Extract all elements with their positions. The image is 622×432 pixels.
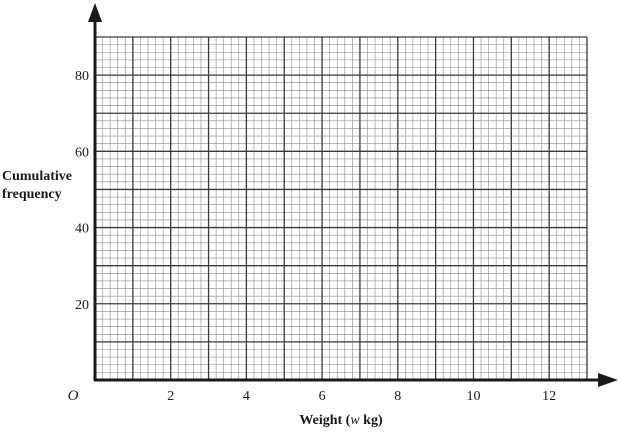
y-axis-title-line-1: Cumulative (2, 169, 72, 184)
y-tick-label: 60 (75, 145, 89, 160)
x-axis-title: Weight (w kg) (299, 413, 383, 428)
y-tick-label: 20 (75, 298, 89, 313)
y-tick-label: 40 (75, 222, 89, 237)
y-tick-label: 80 (75, 69, 89, 84)
x-tick-label: 4 (243, 389, 250, 404)
origin-label: O (68, 388, 79, 404)
y-axis-title-line-2: frequency (2, 187, 62, 202)
y-axis-arrow (88, 3, 102, 22)
x-tick-label: 6 (319, 389, 326, 404)
x-tick-label: 10 (466, 389, 480, 404)
x-axis-title-variable: w (350, 413, 360, 428)
tick-labels: 2 4 6 8 10 12 20 40 60 80 (75, 69, 556, 404)
x-tick-label: 12 (542, 389, 556, 404)
grid-minor-lines (95, 37, 587, 380)
grid-major-lines (95, 36, 588, 380)
x-axis-title-unit: kg) (360, 413, 383, 428)
x-tick-label: 8 (394, 389, 401, 404)
x-axis-arrow (598, 373, 618, 387)
x-axis-title-part: Weight ( (299, 413, 350, 428)
axes (88, 3, 618, 387)
x-tick-label: 2 (167, 389, 174, 404)
